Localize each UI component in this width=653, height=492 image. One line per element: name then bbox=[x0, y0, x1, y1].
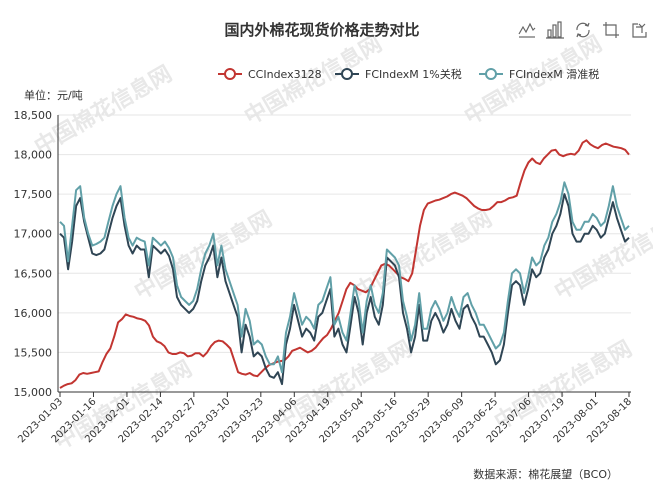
series-line-2 bbox=[59, 181, 630, 374]
y-unit-label: 单位：元/吨 bbox=[24, 88, 83, 102]
line-chart-icon[interactable] bbox=[518, 21, 536, 39]
legend-item-0[interactable]: CCIndex3128 bbox=[218, 68, 322, 81]
y-axis: 15,000 15,500 16,000 16,500 17,000 17,500 18,0… bbox=[14, 109, 59, 399]
legend-label: CCIndex3128 bbox=[248, 68, 322, 81]
legend-label: FCIndexM 滑准税 bbox=[509, 67, 599, 81]
series-line-0 bbox=[59, 139, 630, 389]
series-layer bbox=[59, 139, 630, 389]
source-note: 数据来源：棉花展望（BCO） bbox=[473, 467, 618, 481]
y-grid bbox=[58, 114, 631, 353]
legend-swatch-marker bbox=[341, 68, 353, 80]
legend-swatch-marker bbox=[485, 68, 497, 80]
chart-title: 国内外棉花现货价格走势对比 bbox=[224, 21, 419, 39]
zoom-icon[interactable] bbox=[602, 21, 620, 39]
legend-label: FCIndexM 1%关税 bbox=[365, 67, 462, 81]
y-tick-label: 15,500 bbox=[14, 346, 53, 359]
y-tick-label: 15,000 bbox=[14, 386, 53, 399]
bar-chart-icon[interactable] bbox=[546, 21, 564, 39]
y-tick-label: 16,500 bbox=[14, 267, 53, 280]
zoom-reset-icon[interactable] bbox=[630, 21, 648, 39]
y-tick-label: 18,000 bbox=[14, 149, 53, 162]
toolbox bbox=[518, 21, 648, 39]
legend-item-1[interactable]: FCIndexM 1%关税 bbox=[335, 67, 462, 81]
y-tick-label: 17,500 bbox=[14, 188, 53, 201]
legend-swatch-marker bbox=[224, 68, 236, 80]
watermark-5: 中国棉花信息网 bbox=[550, 206, 653, 306]
series-line-1 bbox=[59, 193, 630, 386]
y-tick-label: 18,500 bbox=[14, 109, 53, 122]
y-tick-label: 17,000 bbox=[14, 228, 53, 241]
legend-item-2[interactable]: FCIndexM 滑准税 bbox=[479, 67, 599, 81]
y-tick-label: 16,000 bbox=[14, 307, 53, 320]
restore-icon[interactable] bbox=[574, 21, 592, 39]
legend: CCIndex3128 FCIndexM 1%关税 FCIndexM 滑准税 bbox=[218, 67, 599, 81]
